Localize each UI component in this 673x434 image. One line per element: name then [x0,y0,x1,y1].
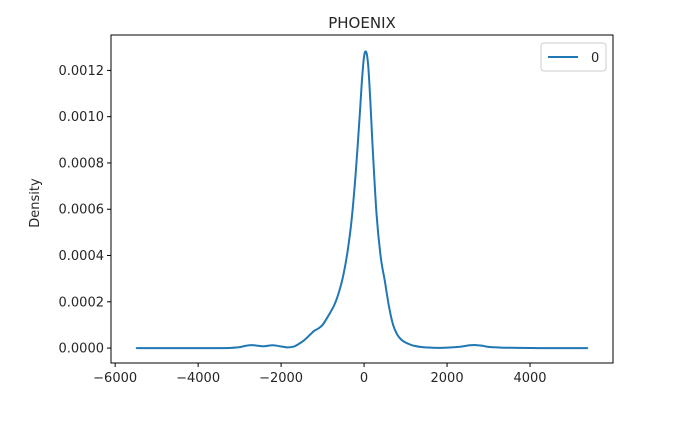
x-tick-label: −6000 [93,371,137,386]
x-tick-label: 4000 [513,371,546,386]
y-tick-label: 0.0002 [59,295,105,310]
y-tick-label: 0.0004 [59,249,105,264]
legend-label: 0 [591,51,599,66]
y-tick-label: 0.0010 [59,110,105,125]
x-tick-label: −2000 [259,371,303,386]
chart-title: PHOENIX [328,14,396,32]
y-axis-ticks: 0.0000 0.0002 0.0004 0.0006 0.0008 0.0010 0.00… [59,64,111,357]
legend: 0 [540,42,607,72]
x-tick-label: −4000 [176,371,220,386]
x-tick-label: 0 [360,371,368,386]
y-tick-label: 0.0006 [59,203,105,218]
y-tick-label: 0.0008 [59,156,105,171]
x-tick-label: 2000 [431,371,464,386]
x-axis-ticks: −6000 −4000 −2000 0 2000 4000 [93,363,547,386]
density-line-series-0 [135,50,589,350]
plot-frame [110,34,614,364]
y-tick-label: 0.0000 [59,342,105,357]
y-axis-label: Density [28,178,43,228]
y-tick-label: 0.0012 [59,64,105,79]
